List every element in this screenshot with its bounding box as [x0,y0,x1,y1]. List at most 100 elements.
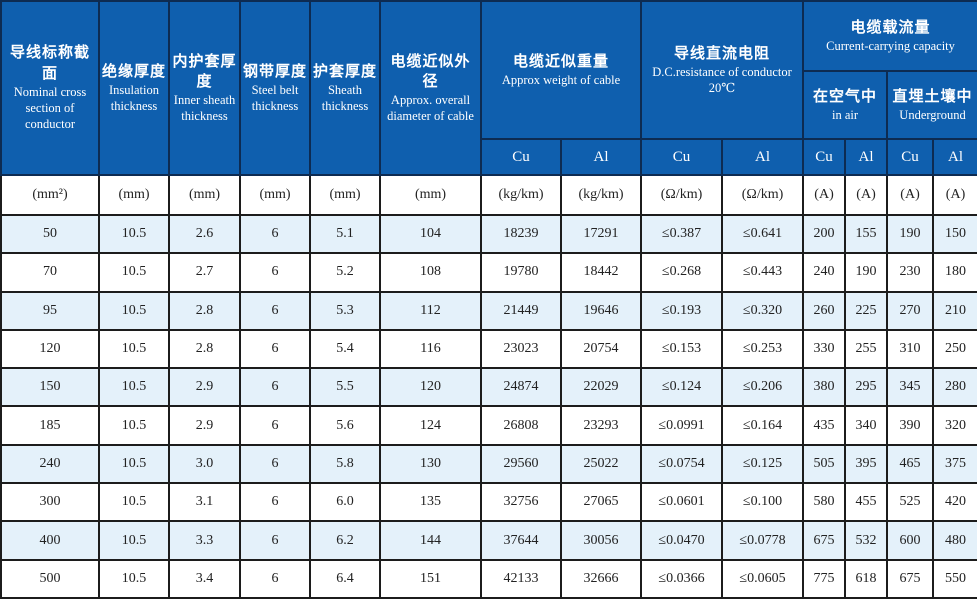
header-dc-resistance: 导线直流电阻 D.C.resistance of conductor 20℃ [639,0,805,140]
table-row: 400 10.5 3.3 6 6.2 144 37644 30056 ≤0.0470 ≤0.077… [0,520,977,561]
data-cell: 400 [0,520,100,561]
data-cell: 300 [0,482,100,523]
header-inner-sheath-zh: 内护套厚度 [172,53,237,90]
data-cell: 185 [0,405,100,446]
unit-cell: (Ω/km) [720,174,805,216]
data-cell: 6 [239,482,311,523]
subheader-weight-cu: Cu [480,138,562,176]
unit-cell: (mm) [98,174,170,216]
header-insulation-thickness: 绝缘厚度 Insulation thickness [98,0,170,176]
data-cell: 395 [844,443,889,485]
data-cell: 10.5 [98,482,170,523]
header-underground-zh: 直埋土壤中 [892,88,973,105]
header-resistance-en: D.C.resistance of conductor [652,64,792,79]
data-cell: 580 [802,482,847,523]
data-cell: ≤0.0778 [720,520,805,561]
data-cell: 18239 [480,213,562,255]
data-cell: 225 [844,290,889,331]
unit-cell: (A) [844,174,889,216]
data-cell: 112 [379,290,482,331]
subheader-weight-al: Al [560,138,642,176]
data-cell: 23023 [480,328,562,370]
table-body: 50 10.5 2.6 6 5.1 104 18239 17291 ≤0.387 ≤0.641 20… [0,213,977,599]
data-cell: 18442 [560,252,642,293]
header-resistance-temp: 20℃ [708,81,736,96]
data-cell: 124 [379,405,482,446]
data-cell: 2.6 [168,213,241,255]
data-cell: 10.5 [98,328,170,370]
unit-cell: (mm) [168,174,241,216]
data-cell: 6 [239,367,311,408]
data-cell: 120 [0,328,100,370]
data-cell: 10.5 [98,213,170,255]
header-diameter-zh: 电缆近似外径 [390,53,471,90]
header-nominal-en: Nominal cross section of conductor [13,84,87,132]
header-resistance-zh: 导线直流电阻 [674,45,771,62]
header-insulation-en: Insulation thickness [109,82,159,114]
data-cell: 340 [844,405,889,446]
table-row: 120 10.5 2.8 6 5.4 116 23023 20754 ≤0.153 ≤0.253 3… [0,328,977,370]
data-cell: ≤0.641 [720,213,805,255]
data-cell: 25022 [560,443,642,485]
data-cell: 250 [932,328,977,370]
header-capacity-en: Current-carrying capacity [826,39,955,53]
data-cell: 5.5 [309,367,381,408]
unit-cell: (A) [886,174,935,216]
data-cell: 20754 [560,328,642,370]
data-cell: 190 [886,213,935,255]
data-cell: 260 [802,290,847,331]
data-cell: ≤0.0366 [640,558,723,599]
header-nominal-zh: 导线标称截面 [9,45,90,82]
data-cell: 130 [379,443,482,485]
data-cell: 5.8 [309,443,381,485]
data-cell: ≤0.0601 [640,482,723,523]
data-cell: 2.9 [168,367,241,408]
data-cell: 21449 [480,290,562,331]
data-cell: 70 [0,252,100,293]
data-cell: 200 [802,213,847,255]
data-cell: 6 [239,520,311,561]
data-cell: 210 [932,290,977,331]
data-cell: 420 [932,482,977,523]
data-cell: 10.5 [98,520,170,561]
data-cell: 6.2 [309,520,381,561]
table-row: 50 10.5 2.6 6 5.1 104 18239 17291 ≤0.387 ≤0.641 20… [0,213,977,255]
data-cell: ≤0.253 [720,328,805,370]
header-steel-belt-thickness: 钢带厚度 Steel belt thickness [239,0,311,176]
data-cell: 155 [844,213,889,255]
data-cell: 104 [379,213,482,255]
subheader-air-cu: Cu [802,138,847,176]
data-cell: 6 [239,328,311,370]
data-cell: 2.7 [168,252,241,293]
header-underground-en: Underground [899,108,966,122]
header-approx-weight: 电缆近似重量 Approx weight of cable [480,0,642,140]
data-cell: ≤0.164 [720,405,805,446]
data-cell: 120 [379,367,482,408]
header-sheath-en: Sheath thickness [321,82,369,114]
data-cell: 775 [802,558,847,599]
data-cell: 32666 [560,558,642,599]
data-cell: 295 [844,367,889,408]
header-overall-diameter: 电缆近似外径 Approx. overall diameter of cable [379,0,482,176]
data-cell: 380 [802,367,847,408]
data-cell: 2.8 [168,290,241,331]
data-cell: 10.5 [98,290,170,331]
table-row: 300 10.5 3.1 6 6.0 135 32756 27065 ≤0.0601 ≤0.100… [0,482,977,523]
data-cell: ≤0.0991 [640,405,723,446]
data-cell: 270 [886,290,935,331]
data-cell: 375 [932,443,977,485]
header-diameter-en: Approx. overall diameter of cable [387,93,474,124]
data-cell: 255 [844,328,889,370]
data-cell: 2.9 [168,405,241,446]
data-cell: 230 [886,252,935,293]
data-cell: ≤0.124 [640,367,723,408]
data-cell: 10.5 [98,558,170,599]
data-cell: 19646 [560,290,642,331]
data-cell: ≤0.320 [720,290,805,331]
data-cell: 26808 [480,405,562,446]
data-cell: 22029 [560,367,642,408]
subheader-underground-al: Al [932,138,977,176]
data-cell: 3.1 [168,482,241,523]
